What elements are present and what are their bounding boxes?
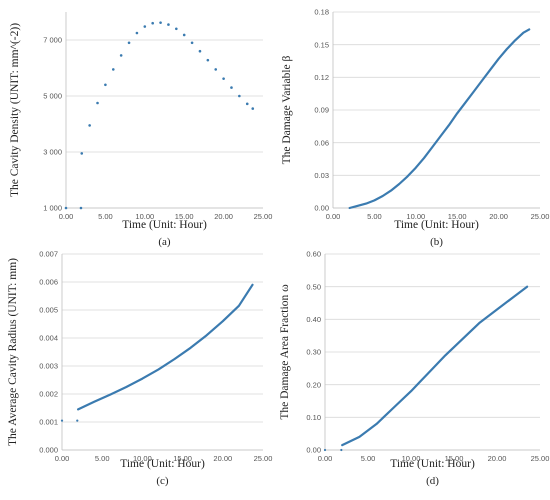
y-tick-label: 0.001 (39, 418, 58, 427)
data-point (238, 94, 241, 98)
data-point (230, 86, 233, 89)
data-point (167, 23, 170, 26)
y-tick-label: 0.15 (314, 40, 329, 49)
data-point (119, 54, 123, 57)
y-tick-label: 0.004 (39, 334, 58, 343)
x-tick-label: 5.00 (361, 454, 376, 463)
data-point (60, 419, 64, 422)
x-tick-label: 5.00 (98, 212, 113, 221)
data-point (64, 206, 68, 210)
y-axis-label: The Damage Variable β (281, 55, 293, 164)
y-tick-label: 5 000 (43, 92, 62, 101)
x-tick-label: 10.00 (402, 454, 421, 463)
y-tick-label: 0.50 (306, 282, 321, 291)
y-tick-label: 0.00 (306, 446, 321, 455)
x-tick-label: 0.00 (55, 454, 70, 463)
data-point (222, 77, 225, 80)
x-tick-label: 25.00 (254, 212, 273, 221)
y-tick-label: 0.002 (39, 390, 58, 399)
panel-label: (c) (156, 475, 169, 487)
y-tick-label: 0.20 (306, 380, 321, 389)
x-tick-label: 15.00 (445, 454, 464, 463)
y-tick-label: 0.007 (39, 250, 58, 259)
data-point (143, 25, 147, 28)
data-point (214, 68, 218, 71)
x-axis-label: Time (Unit: Hour) (120, 458, 205, 470)
series-line (348, 28, 531, 210)
x-tick-label: 20.00 (214, 212, 233, 221)
panel-label: (b) (430, 236, 443, 248)
data-point (182, 33, 186, 37)
data-point (127, 41, 131, 45)
y-tick-label: 0.005 (39, 306, 58, 315)
y-tick-label: 0.30 (306, 348, 321, 357)
y-tick-label: 0.10 (306, 413, 321, 422)
data-point (190, 41, 194, 45)
panel-label: (a) (158, 236, 171, 248)
x-tick-label: 5.00 (95, 454, 110, 463)
y-axis-label: The Damage Area Fraction ω (279, 284, 291, 420)
panel-label: (d) (426, 475, 439, 487)
series-line (77, 283, 254, 411)
x-tick-label: 0.00 (326, 212, 341, 221)
chart-panel-c: 0.000 0.001 0.002 0.003 0.004 0.005 0.006 0.007… (7, 250, 272, 487)
y-tick-label: 1 000 (43, 204, 62, 213)
data-point (151, 21, 154, 25)
x-axis-label: Time (Unit: Hour) (390, 458, 475, 470)
data-point (251, 107, 255, 110)
data-point (96, 101, 99, 105)
y-tick-label: 0.09 (314, 106, 329, 115)
chart-panel-d: 0.00 0.10 0.20 0.30 0.40 0.50 0.60 0.00 5.00 10.0… (279, 250, 549, 487)
x-tick-label: 25.00 (531, 454, 550, 463)
x-tick-label: 15.00 (175, 212, 194, 221)
x-tick-label: 20.00 (213, 454, 232, 463)
y-tick-label: 0.03 (314, 171, 329, 180)
x-tick-label: 20.00 (488, 454, 507, 463)
data-point (206, 58, 210, 62)
x-tick-label: 25.00 (531, 212, 550, 221)
data-point (76, 419, 79, 422)
x-axis-label: Time (Unit: Hour) (122, 219, 207, 231)
y-tick-label: 0.000 (39, 446, 58, 455)
data-point (88, 124, 91, 127)
y-tick-label: 0.003 (39, 362, 58, 371)
data-point (80, 152, 84, 155)
data-point (175, 27, 178, 31)
data-point (159, 21, 162, 24)
y-axis-label: The Average Cavity Radius (UNIT: mm) (7, 258, 19, 446)
x-tick-label: 15.00 (448, 212, 467, 221)
data-point (323, 448, 327, 452)
data-point (198, 49, 202, 53)
y-tick-label: 0.18 (314, 8, 329, 17)
y-tick-label: 0.00 (314, 204, 329, 213)
y-tick-label: 7 000 (43, 36, 62, 45)
data-point (340, 448, 343, 452)
y-tick-label: 0.12 (314, 73, 329, 82)
x-tick-label: 10.00 (406, 212, 425, 221)
y-tick-label: 0.60 (306, 250, 321, 259)
data-point (104, 83, 107, 87)
y-tick-label: 0.40 (306, 315, 321, 324)
x-tick-label: 25.00 (254, 454, 273, 463)
x-tick-label: 10.00 (135, 212, 154, 221)
chart-panel-a: 1 000 3 000 5 000 7 000 0.00 5.00 10.00 15.00 20… (9, 12, 272, 248)
x-tick-label: 5.00 (367, 212, 382, 221)
data-point (111, 68, 115, 71)
x-tick-label: 15.00 (173, 454, 192, 463)
data-point (245, 102, 249, 106)
series-line (341, 285, 529, 447)
x-tick-label: 0.00 (318, 454, 333, 463)
chart-panel-b: 0.00 0.03 0.06 0.09 0.12 0.15 0.18 0.00 5.00 10.0… (281, 8, 549, 248)
x-tick-label: 10.00 (133, 454, 152, 463)
y-tick-label: 0.06 (314, 138, 329, 147)
x-tick-label: 20.00 (489, 212, 508, 221)
data-point (135, 31, 139, 35)
y-tick-label: 3 000 (43, 148, 62, 157)
x-tick-label: 0.00 (59, 212, 74, 221)
data-point (79, 206, 83, 210)
x-axis-label: Time (Unit: Hour) (394, 219, 479, 231)
y-tick-label: 0.006 (39, 278, 58, 287)
y-axis-label: The Cavity Density (UNIT: mm^(-2)) (9, 23, 21, 197)
